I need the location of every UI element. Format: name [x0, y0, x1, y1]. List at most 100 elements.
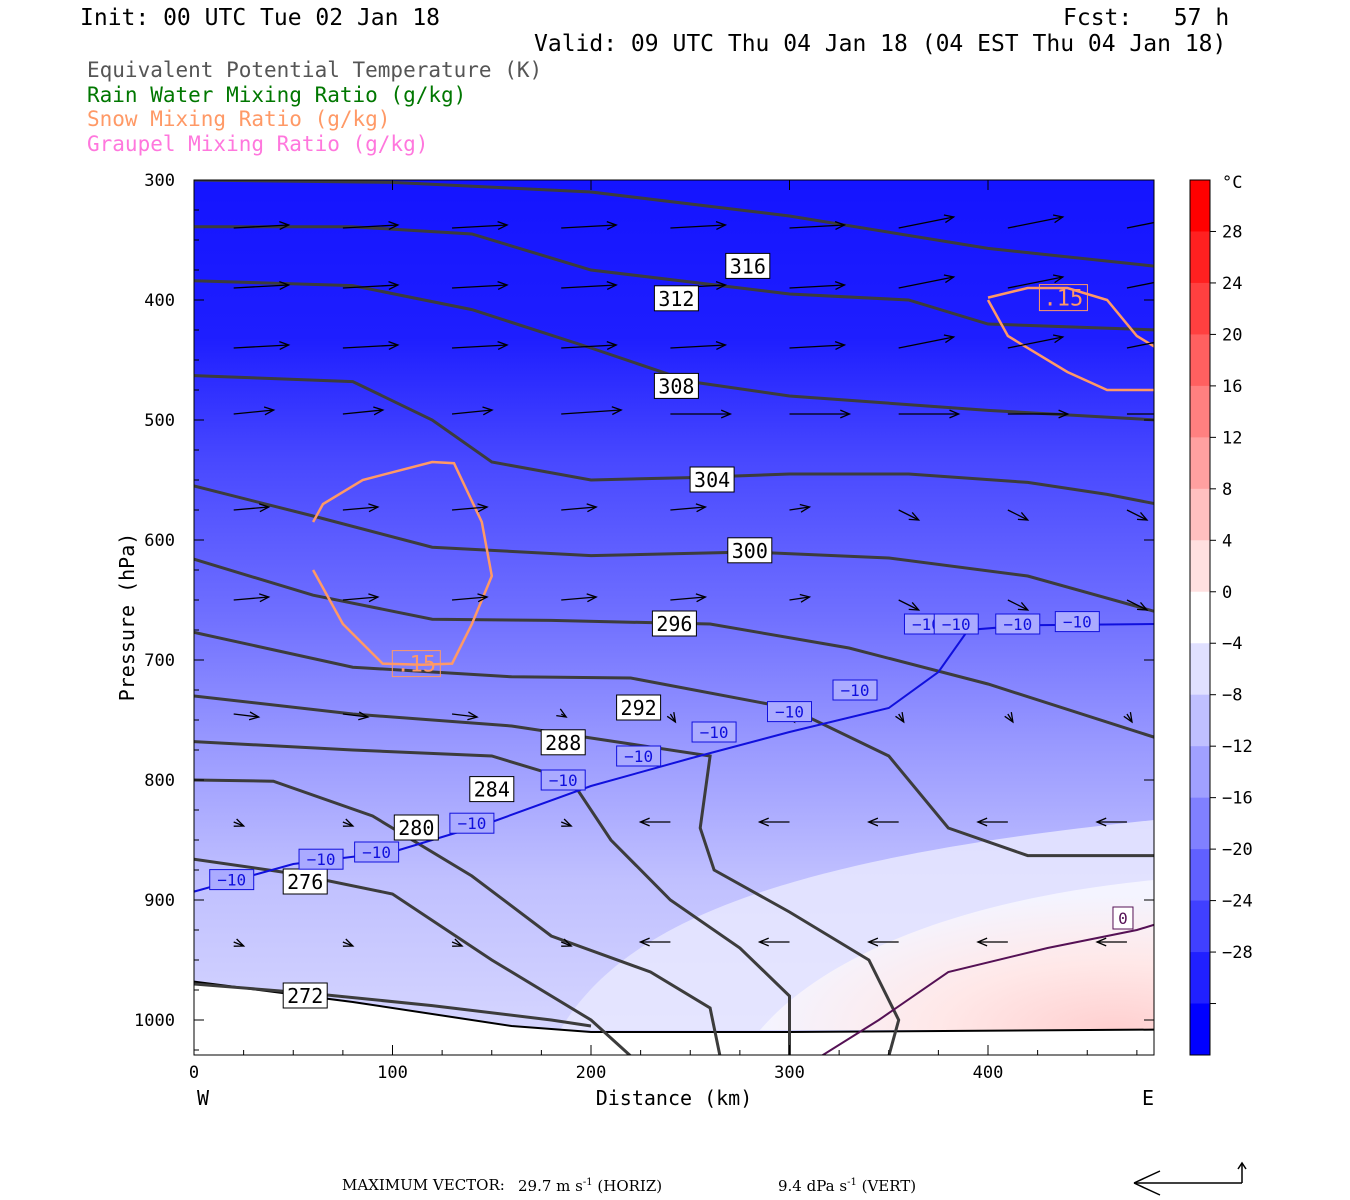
colorbar-label: −12: [1222, 737, 1253, 757]
theta-e-contour-296: [194, 557, 1154, 739]
y-tick-label: 800: [144, 771, 175, 791]
wind-vector: [1007, 409, 1070, 419]
wind-vector: [757, 937, 790, 947]
max-vector-key: [1133, 1161, 1247, 1196]
wind-vector: [233, 818, 246, 827]
theta-e-label-280: 280: [393, 814, 439, 841]
snow-label-1: .15: [1038, 284, 1088, 312]
init-time: Init: 00 UTC Tue 02 Jan 18: [80, 5, 441, 31]
theta-e-label-288-box: [540, 729, 586, 756]
y-tick-label: 1000: [134, 1011, 175, 1031]
wind-vector: [1126, 599, 1149, 611]
x-tick-label: 0: [189, 1063, 199, 1083]
theta-e-label-288-text: 288: [545, 731, 581, 755]
theta-e-label-300-text: 300: [732, 539, 768, 563]
wind-vector: [1007, 274, 1065, 289]
colorbar-swatch: [1190, 385, 1210, 438]
theta-e-contour-276: [194, 857, 632, 1055]
colorbar-swatch: [1190, 797, 1210, 850]
colorbar-label: 28: [1222, 223, 1242, 243]
theta-e-label-276: 276: [282, 868, 328, 895]
snow-contour-0: [312, 460, 494, 667]
colorbar-swatch: [1190, 437, 1210, 490]
theta-e-label-316-text: 316: [730, 254, 766, 278]
wind-vector: [638, 937, 671, 947]
wind-vector: [233, 593, 271, 603]
wind-vector: [342, 503, 380, 513]
theta-e-contour-280: [194, 778, 722, 1055]
legend-rain-water: Rain Water Mixing Ratio (g/kg): [87, 83, 467, 107]
wind-vector: [898, 334, 956, 349]
wind-vector: [1095, 937, 1127, 947]
temp-label-m10: −10: [298, 848, 344, 870]
temp-label-0-box: [1112, 906, 1134, 930]
temp-label-box: [449, 812, 495, 834]
temp-label-m10: −10: [691, 721, 737, 743]
valid-time: Valid: 09 UTC Thu 04 Jan 18 (04 EST Thu …: [534, 31, 1227, 57]
colorbar-swatch: [1190, 746, 1210, 799]
wind-vector: [342, 220, 400, 230]
temp-label-m10: −10: [540, 769, 586, 791]
wind-vector: [789, 220, 847, 230]
theta-e-label-280-text: 280: [398, 816, 434, 840]
theta-e-label-292-text: 292: [621, 696, 657, 720]
theta-e-label-312-text: 312: [658, 287, 694, 311]
y-tick-label: 700: [144, 651, 175, 671]
temp-label-text: −10: [307, 850, 336, 869]
wind-vector: [757, 817, 790, 827]
colorbar-label: 4: [1222, 531, 1232, 551]
wind-vector: [789, 503, 812, 513]
y-tick-label: 300: [144, 171, 175, 191]
wind-vector: [670, 503, 708, 513]
wind-vector: [233, 220, 291, 230]
footer-horiz-tag: (HORIZ): [597, 1177, 663, 1195]
colorbar-label: 24: [1222, 274, 1242, 294]
theta-e-label-308-text: 308: [658, 374, 694, 398]
colorbar-label: −20: [1222, 840, 1253, 860]
temp-label-text: −10: [624, 747, 653, 766]
wind-vector: [233, 938, 246, 947]
theta-e-label-296-box: [651, 610, 697, 637]
theta-e-label-300: 300: [727, 537, 773, 564]
x-axis-title: Distance (km): [596, 1086, 753, 1110]
wind-vector: [451, 503, 489, 513]
theta-e-contour-312: [194, 225, 1154, 332]
wind-vector: [561, 280, 618, 290]
temp-label-text: −10: [1003, 615, 1032, 634]
wind-vector: [898, 409, 961, 419]
wind-vectors: [233, 214, 1154, 947]
colorbar-swatch: [1190, 540, 1210, 593]
wind-vector: [898, 509, 921, 521]
y-tick-label: 500: [144, 411, 175, 431]
colorbar-label: 8: [1222, 480, 1232, 500]
wind-vector: [561, 593, 598, 603]
below-ground: [194, 981, 1154, 1055]
temp-label-box: [616, 745, 662, 767]
theta-e-label-284-box: [469, 776, 515, 803]
snow-label-text: .15: [396, 653, 436, 678]
wind-vector: [561, 340, 618, 350]
wind-vector: [789, 340, 847, 350]
temp-label-text: −10: [775, 703, 804, 722]
wind-vector: [342, 406, 385, 416]
x-end-label-east: E: [1142, 1086, 1154, 1110]
theta-e-label-296: 296: [651, 610, 697, 637]
theta-e-label-304: 304: [689, 466, 735, 493]
wind-vector: [233, 406, 276, 416]
theta-e-label-300-box: [727, 537, 773, 564]
theta-e-label-304-text: 304: [694, 468, 730, 492]
temp-label-box: [540, 769, 586, 791]
wind-vector: [451, 711, 479, 721]
legend-graupel: Graupel Mixing Ratio (g/kg): [87, 132, 429, 156]
temp-label-box: [1054, 611, 1100, 633]
wind-vector: [1126, 341, 1154, 349]
temp-contour-0: [821, 923, 1154, 1055]
wind-vector: [976, 817, 1008, 827]
wind-vector: [898, 274, 956, 289]
theta-e-label-316-box: [725, 252, 771, 279]
temp-label-m10: −10: [1054, 611, 1100, 633]
theta-e-label-312: 312: [653, 285, 699, 312]
theta-e-label-276-box: [282, 868, 328, 895]
theta-e-label-272: 272: [282, 982, 328, 1009]
temp-label-m10: −10: [354, 841, 400, 863]
